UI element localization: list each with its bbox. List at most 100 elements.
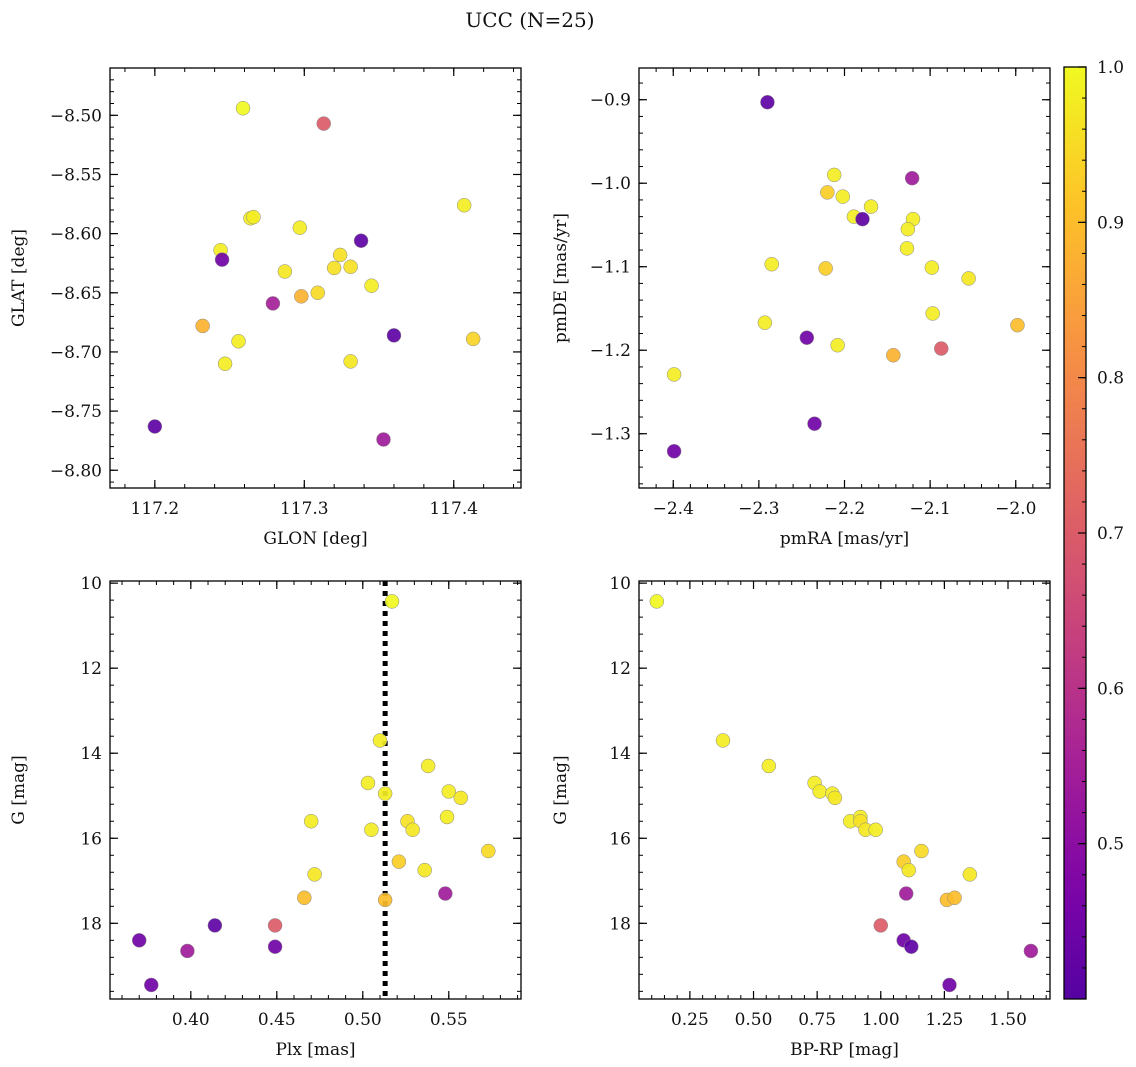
data-point xyxy=(666,367,682,382)
y-axis-label: G [mag] xyxy=(551,755,571,824)
data-point xyxy=(343,354,358,369)
x-axis-label: pmRA [mas/yr] xyxy=(780,529,909,549)
x-tick-label: 0.50 xyxy=(344,1010,382,1030)
data-point xyxy=(453,790,469,806)
panel-1: 117.2 117.3 117.4 −8.50 −8.55 −8.60 −8.65 −8.70… xyxy=(9,67,522,549)
data-point xyxy=(465,331,481,347)
y-axis-label: GLAT [deg] xyxy=(9,229,29,327)
data-point xyxy=(799,330,815,345)
data-point xyxy=(873,918,889,933)
x-tick-label: −2.3 xyxy=(738,499,779,519)
data-point xyxy=(835,189,851,204)
data-point xyxy=(277,264,293,279)
data-point xyxy=(310,285,325,301)
colorbar-tick-label: 0.8 xyxy=(1097,369,1124,389)
data-point xyxy=(1010,317,1025,333)
points xyxy=(147,100,481,447)
y-tick-label: 12 xyxy=(80,659,102,679)
data-point xyxy=(827,790,843,806)
data-point xyxy=(900,221,916,237)
colorbar-tick-label: 0.9 xyxy=(1097,213,1124,233)
data-point xyxy=(761,758,777,774)
data-point xyxy=(364,278,379,293)
x-tick-label: 1.50 xyxy=(989,1010,1027,1030)
data-point xyxy=(353,233,369,248)
y-tick-label: −8.50 xyxy=(50,106,102,126)
y-tick-label: −1.2 xyxy=(590,341,631,361)
x-tick-label: 1.25 xyxy=(925,1010,963,1030)
data-point xyxy=(961,271,976,286)
y-tick-label: 14 xyxy=(609,744,631,764)
x-tick-label: 117.2 xyxy=(131,499,180,519)
data-point xyxy=(214,252,230,267)
data-point xyxy=(439,809,455,825)
axes-frame xyxy=(638,580,1051,1000)
data-point xyxy=(934,341,949,356)
y-tick-label: −8.75 xyxy=(50,402,102,422)
y-tick-label: 18 xyxy=(609,914,631,934)
colorbar-tick-label: 0.6 xyxy=(1097,679,1124,699)
data-point xyxy=(942,977,957,993)
panel-3: 0.40 0.45 0.50 0.55 10 12 14 16 18 Plx [mas] G [ma… xyxy=(9,574,522,1060)
y-tick-label: −0.9 xyxy=(590,91,631,111)
data-point xyxy=(386,328,402,343)
y-tick-label: 16 xyxy=(609,829,631,849)
data-point xyxy=(868,822,883,838)
x-axis-label: Plx [mas] xyxy=(275,1040,355,1060)
y-tick-label: −8.70 xyxy=(50,343,102,363)
data-point xyxy=(924,260,940,275)
y-tick-label: −8.60 xyxy=(50,225,102,245)
x-tick-label: 117.4 xyxy=(429,499,478,519)
data-point xyxy=(180,943,195,959)
x-tick-label: 117.3 xyxy=(280,499,329,519)
data-point xyxy=(147,419,163,434)
x-tick-label: −2.1 xyxy=(909,499,950,519)
data-point xyxy=(830,337,845,353)
data-point xyxy=(1023,943,1039,959)
data-point xyxy=(456,197,472,213)
y-tick-label: −1.0 xyxy=(590,174,631,194)
points xyxy=(666,94,1025,459)
colorbar-gradient xyxy=(1064,67,1086,999)
data-point xyxy=(441,784,457,799)
data-point xyxy=(303,814,319,829)
x-tick-label: 0.25 xyxy=(671,1010,709,1030)
data-point xyxy=(144,977,159,993)
data-point xyxy=(807,416,822,431)
data-point xyxy=(376,432,391,447)
data-point xyxy=(898,886,914,901)
axes-frame xyxy=(109,580,522,1000)
y-tick-label: 12 xyxy=(609,659,631,679)
data-point xyxy=(855,211,870,227)
data-point xyxy=(391,854,407,869)
data-point xyxy=(217,356,233,372)
data-point xyxy=(438,886,453,901)
axes-frame xyxy=(638,67,1051,489)
data-point xyxy=(384,594,400,609)
data-point xyxy=(715,733,731,748)
y-tick-label: 16 xyxy=(80,829,102,849)
data-point xyxy=(757,315,773,330)
y-tick-label: 14 xyxy=(80,744,102,764)
x-axis-label: BP-RP [mag] xyxy=(790,1040,899,1060)
data-point xyxy=(760,94,775,110)
y-tick-label: −8.80 xyxy=(50,461,102,481)
x-tick-label: 0.45 xyxy=(258,1010,296,1030)
data-point xyxy=(207,918,223,933)
data-point xyxy=(364,822,379,838)
points xyxy=(649,594,1039,993)
x-tick-label: 0.55 xyxy=(430,1010,468,1030)
data-point xyxy=(925,306,940,321)
data-point xyxy=(649,594,665,609)
data-point xyxy=(899,241,915,256)
data-point xyxy=(297,890,312,906)
data-point xyxy=(904,170,920,186)
x-tick-label: 0.75 xyxy=(798,1010,836,1030)
panel-4: 0.25 0.50 0.75 1.00 1.25 1.50 10 12 14 16 18 BP-RP … xyxy=(551,574,1051,1060)
points xyxy=(131,594,496,993)
x-tick-label: −2.0 xyxy=(995,499,1036,519)
colorbar-tick-label: 1.0 xyxy=(1097,58,1124,78)
data-point xyxy=(307,867,322,882)
data-point xyxy=(405,822,420,838)
data-point xyxy=(131,933,147,948)
